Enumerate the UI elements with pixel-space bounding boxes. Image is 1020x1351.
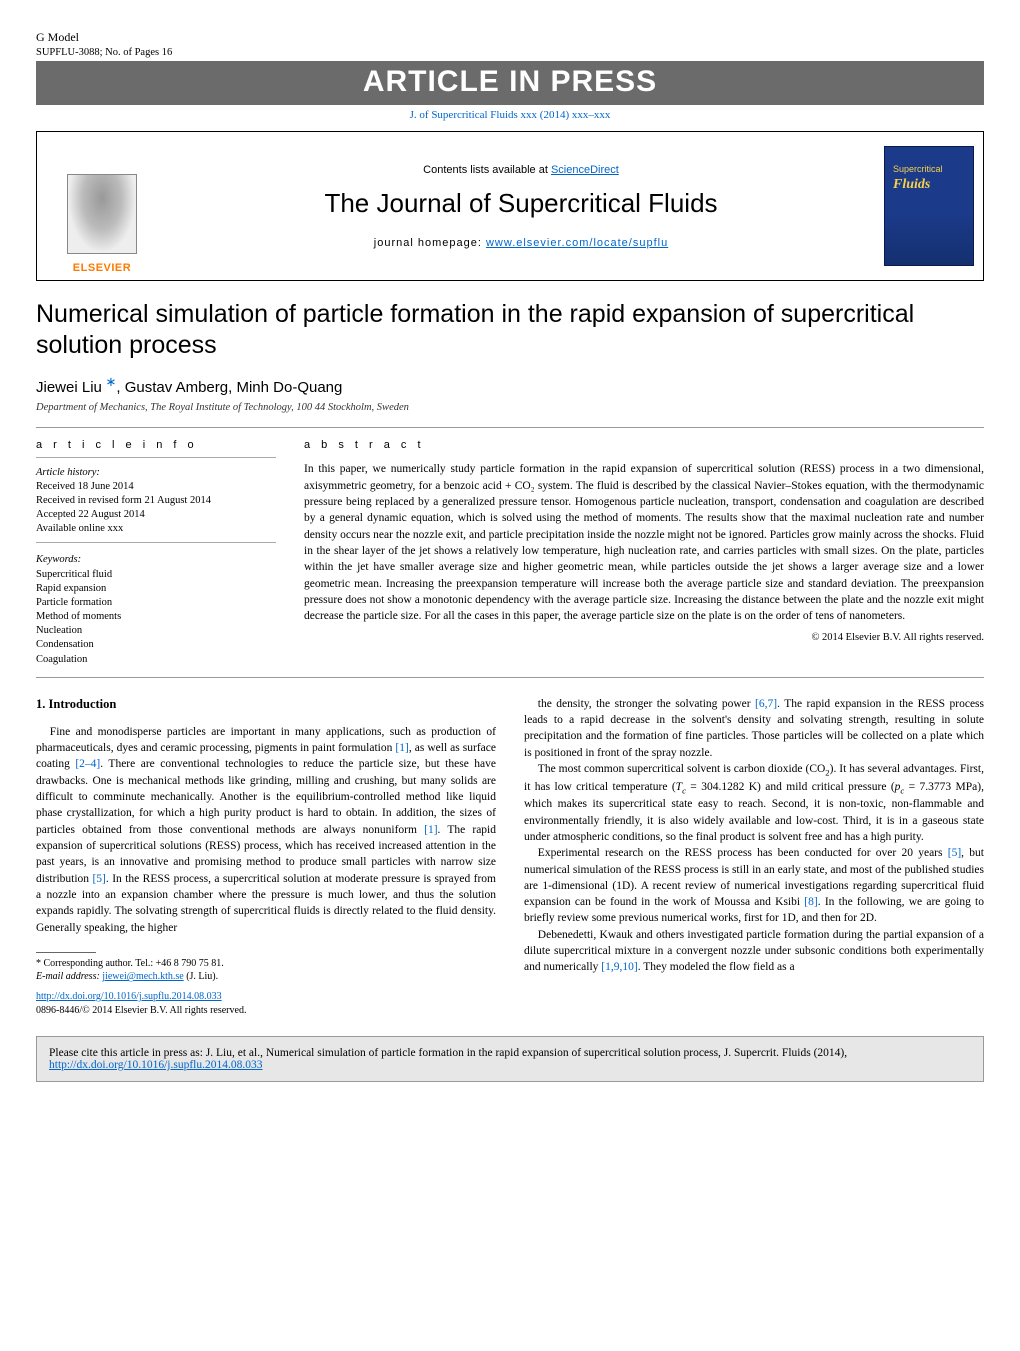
journal-title: The Journal of Supercritical Fluids: [324, 188, 717, 219]
body-columns: 1. Introduction Fine and monodisperse pa…: [36, 696, 984, 1018]
affiliation: Department of Mechanics, The Royal Insti…: [36, 402, 984, 413]
article-title: Numerical simulation of particle formati…: [36, 299, 984, 362]
keyword-3: Method of moments: [36, 610, 276, 624]
keyword-0: Supercritical fluid: [36, 568, 276, 582]
elsevier-wordmark: ELSEVIER: [73, 262, 131, 274]
cite-doi-link[interactable]: http://dx.doi.org/10.1016/j.supflu.2014.…: [49, 1059, 263, 1071]
article-info-column: a r t i c l e i n f o Article history: R…: [36, 438, 276, 667]
rule-above-infoabs: [36, 427, 984, 428]
keyword-2: Particle formation: [36, 596, 276, 610]
ref-8[interactable]: [8]: [804, 896, 817, 908]
author-3: Minh Do-Quang: [236, 379, 342, 396]
ref-1[interactable]: [1]: [395, 742, 408, 754]
ref-6-7[interactable]: [6,7]: [755, 698, 777, 710]
keyword-1: Rapid expansion: [36, 582, 276, 596]
keyword-6: Coagulation: [36, 653, 276, 667]
ref-1-9-10[interactable]: [1,9,10]: [601, 961, 637, 973]
rule-below-abstract: [36, 677, 984, 678]
journal-homepage-line: journal homepage: www.elsevier.com/locat…: [374, 237, 668, 249]
intro-para-4: Experimental research on the RESS proces…: [524, 845, 984, 927]
elsevier-logo-cell: ELSEVIER: [37, 132, 167, 280]
gmodel-left: G Model SUPFLU-3088; No. of Pages 16: [36, 30, 172, 59]
issn-copyright: 0896-8446/© 2014 Elsevier B.V. All right…: [36, 1004, 496, 1018]
keywords-label: Keywords:: [36, 553, 276, 567]
footnote-email-line: E-mail address: jiewei@mech.kth.se (J. L…: [36, 970, 496, 984]
article-in-press-banner: ARTICLE IN PRESS: [36, 61, 984, 105]
history-label: Article history:: [36, 466, 276, 480]
cover-line2: Fluids: [893, 177, 965, 193]
ref-1b[interactable]: [1]: [424, 824, 437, 836]
sciencedirect-link[interactable]: ScienceDirect: [551, 164, 619, 176]
gmodel-label: G Model: [36, 30, 172, 46]
page-root: G Model SUPFLU-3088; No. of Pages 16 ART…: [0, 0, 1020, 1102]
elsevier-tree-icon: [67, 174, 137, 254]
gmodel-header: G Model SUPFLU-3088; No. of Pages 16: [36, 30, 984, 59]
intro-para-5: Debenedetti, Kwauk and others investigat…: [524, 927, 984, 976]
intro-para-3: The most common supercritical solvent is…: [524, 761, 984, 845]
email-paren: (J. Liu).: [184, 971, 218, 982]
intro-para-2: the density, the stronger the solvating …: [524, 696, 984, 761]
body-col-right: the density, the stronger the solvating …: [524, 696, 984, 1018]
contents-available-line: Contents lists available at ScienceDirec…: [423, 164, 619, 176]
article-info-heading: a r t i c l e i n f o: [36, 438, 276, 458]
please-cite-box: Please cite this article in press as: J.…: [36, 1036, 984, 1082]
journal-header-middle: Contents lists available at ScienceDirec…: [167, 132, 875, 280]
doi-link[interactable]: http://dx.doi.org/10.1016/j.supflu.2014.…: [36, 991, 222, 1002]
top-citation-anchor[interactable]: J. of Supercritical Fluids xxx (2014) xx…: [410, 109, 611, 121]
journal-header-box: ELSEVIER Contents lists available at Sci…: [36, 131, 984, 281]
keyword-4: Nucleation: [36, 624, 276, 638]
gmodel-ref: SUPFLU-3088; No. of Pages 16: [36, 46, 172, 60]
author-1: Jiewei Liu: [36, 379, 102, 396]
history-revised: Received in revised form 21 August 2014: [36, 494, 276, 508]
ref-5[interactable]: [5]: [92, 873, 105, 885]
abstract-column: a b s t r a c t In this paper, we numeri…: [304, 438, 984, 667]
author-2: Gustav Amberg: [125, 379, 228, 396]
cite-text: Please cite this article in press as: J.…: [49, 1047, 847, 1059]
ref-2-4[interactable]: [2–4]: [75, 758, 100, 770]
abstract-heading: a b s t r a c t: [304, 438, 984, 454]
keywords-rule: [36, 542, 276, 543]
homepage-link[interactable]: www.elsevier.com/locate/supflu: [486, 237, 668, 249]
authors-line: Jiewei Liu ∗, Gustav Amberg, Minh Do-Qua…: [36, 374, 984, 396]
history-online: Available online xxx: [36, 522, 276, 536]
section-1-heading: 1. Introduction: [36, 696, 496, 714]
footnote-rule: [36, 952, 96, 953]
footnote-block: * Corresponding author. Tel.: +46 8 790 …: [36, 957, 496, 984]
history-received: Received 18 June 2014: [36, 480, 276, 494]
doi-rights-block: http://dx.doi.org/10.1016/j.supflu.2014.…: [36, 990, 496, 1018]
info-abstract-row: a r t i c l e i n f o Article history: R…: [36, 438, 984, 667]
email-link[interactable]: jiewei@mech.kth.se: [102, 971, 183, 982]
homepage-label: journal homepage:: [374, 237, 486, 249]
journal-cover-thumb: Supercritical Fluids: [884, 146, 974, 266]
keyword-5: Condensation: [36, 638, 276, 652]
abstract-text: In this paper, we numerically study part…: [304, 461, 984, 624]
top-citation-link[interactable]: J. of Supercritical Fluids xxx (2014) xx…: [36, 109, 984, 121]
body-col-left: 1. Introduction Fine and monodisperse pa…: [36, 696, 496, 1018]
corresponding-asterisk: ∗: [102, 374, 117, 389]
footnote-corresponding: * Corresponding author. Tel.: +46 8 790 …: [36, 957, 496, 971]
intro-para-1: Fine and monodisperse particles are impo…: [36, 724, 496, 936]
email-label: E-mail address:: [36, 971, 102, 982]
cover-line1: Supercritical: [893, 165, 965, 174]
author-sep: ,: [116, 379, 124, 396]
contents-prefix: Contents lists available at: [423, 164, 551, 176]
abstract-copyright: © 2014 Elsevier B.V. All rights reserved…: [304, 631, 984, 646]
history-accepted: Accepted 22 August 2014: [36, 508, 276, 522]
ref-5b[interactable]: [5]: [948, 847, 961, 859]
journal-cover-cell: Supercritical Fluids: [875, 132, 983, 280]
